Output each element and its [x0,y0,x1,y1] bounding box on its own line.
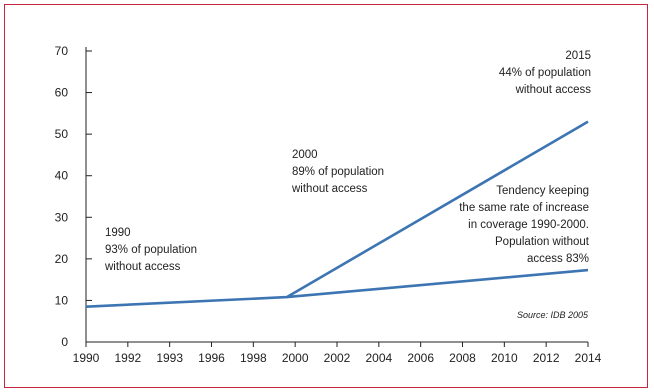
x-tick-label: 2014 [575,351,602,365]
annotation-2000-line-1: 2000 [292,149,318,161]
x-tick-label: 2006 [407,351,434,365]
x-tick-label: 2008 [449,351,476,365]
y-tick-label: 30 [55,210,69,224]
y-tick-label: 50 [55,127,69,141]
x-ticks: 1990 1992 1993 1996 1998 2000 2002 2004 2006 2008… [73,342,602,365]
annotation-tendency-line-3: in coverage 1990-2000. [468,219,589,231]
y-tick-label: 60 [55,86,69,100]
x-tick-label: 2012 [533,351,560,365]
y-ticks: 0 10 20 30 40 50 60 70 [55,44,92,349]
annotation-1990-line-2: 93% of population [105,244,197,256]
series [85,120,589,308]
source-note: Source: IDB 2005 [517,310,589,320]
x-tick-label: 2000 [282,351,309,365]
annotation-2015-line-2: 44% of population [499,67,591,79]
x-tick-label: 2010 [491,351,518,365]
annotation-tendency-line-1: Tendency keeping [496,185,589,197]
x-tick-label: 1993 [156,351,183,365]
annotation-2015-line-3: without access [515,84,592,96]
annotation-2015-line-1: 2015 [565,50,591,62]
series-line-2 [286,268,589,299]
x-tick-label: 1990 [73,351,100,365]
annotation-2000-line-3: without access [291,183,368,195]
annotation-1990: 1990 93% of population without access [104,227,197,273]
annotation-tendency-line-2: the same rate of increase [459,202,589,214]
y-tick-label: 20 [55,252,69,266]
chart-frame: 0 10 20 30 40 50 60 70 1990 1992 1993 1996 1998 2000… [4,4,648,388]
annotation-tendency: Tendency keeping the same rate of increa… [459,185,590,265]
annotation-2015: 2015 44% of population without access [499,50,591,96]
x-tick-label: 1996 [198,351,225,365]
annotation-1990-line-3: without access [104,261,181,273]
y-tick-label: 0 [61,335,68,349]
annotation-2000: 2000 89% of population without access [291,149,384,195]
line-chart: 0 10 20 30 40 50 60 70 1990 1992 1993 1996 1998 2000… [55,44,602,365]
annotation-1990-line-1: 1990 [105,227,131,239]
series-line-1 [85,120,589,308]
x-tick-label: 2004 [365,351,392,365]
y-tick-label: 10 [55,293,69,307]
x-tick-label: 1992 [114,351,141,365]
x-tick-label: 2002 [324,351,351,365]
annotation-tendency-line-4: Population without [495,236,590,248]
annotation-tendency-line-5: access 83% [527,253,589,265]
y-tick-label: 40 [55,169,69,183]
annotation-2000-line-2: 89% of population [292,166,384,178]
x-tick-label: 1998 [240,351,267,365]
y-tick-label: 70 [55,44,69,58]
